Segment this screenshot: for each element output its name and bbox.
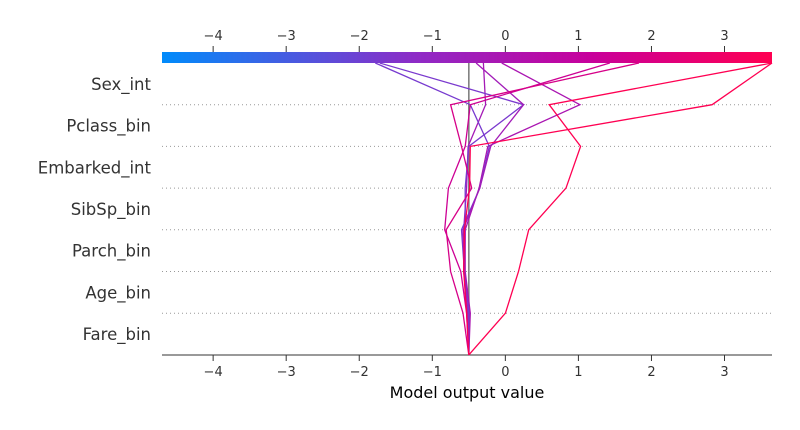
top-tick-label: 3 xyxy=(720,29,728,44)
series-line xyxy=(463,62,773,355)
series-line xyxy=(379,62,526,355)
top-tick-label: −3 xyxy=(277,29,296,44)
bottom-tick-label: −3 xyxy=(277,365,296,380)
top-tick-label: −2 xyxy=(350,29,369,44)
feature-label: Age_bin xyxy=(85,283,151,303)
bottom-tick-label: 0 xyxy=(501,365,509,380)
series-line xyxy=(445,62,640,355)
colorbar xyxy=(162,52,772,63)
series-line xyxy=(468,62,773,356)
feature-label: Sex_int xyxy=(91,75,151,95)
bottom-tick-label: 1 xyxy=(574,365,582,380)
bottom-tick-label: −4 xyxy=(204,365,223,380)
series-line xyxy=(462,62,525,355)
feature-label: Fare_bin xyxy=(83,325,151,345)
feature-label: Embarked_int xyxy=(38,158,152,178)
feature-label: Parch_bin xyxy=(72,242,151,262)
feature-label: SibSp_bin xyxy=(71,200,151,220)
top-tick-label: −4 xyxy=(204,29,223,44)
bottom-axis-ticks: −4 −3 −2 −1 0 1 2 3 xyxy=(204,355,729,380)
x-axis-title: Model output value xyxy=(390,383,545,402)
series-lines xyxy=(375,62,773,356)
top-tick-label: 1 xyxy=(574,29,582,44)
series-line xyxy=(464,62,582,355)
top-tick-label: 0 xyxy=(501,29,509,44)
bottom-tick-label: −2 xyxy=(350,365,369,380)
top-tick-label: 2 xyxy=(647,29,655,44)
bottom-tick-label: 3 xyxy=(720,365,728,380)
top-tick-label: −1 xyxy=(423,29,442,44)
feature-labels: Sex_int Pclass_bin Embarked_int SibSp_bin Pa… xyxy=(38,75,152,345)
top-axis-ticks: −4 −3 −2 −1 0 1 2 3 xyxy=(204,29,729,52)
bottom-tick-label: 2 xyxy=(647,365,655,380)
bottom-tick-label: −1 xyxy=(423,365,442,380)
feature-label: Pclass_bin xyxy=(66,117,151,137)
